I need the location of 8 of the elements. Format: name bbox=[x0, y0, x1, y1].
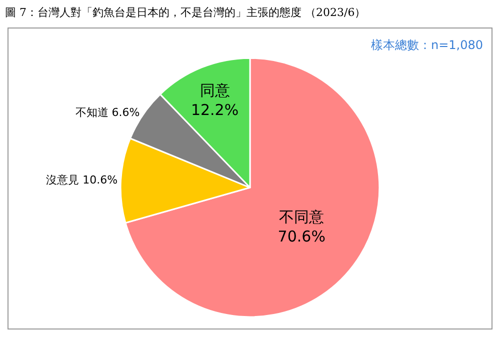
text: 樣本總數：n=1,080 bbox=[371, 38, 484, 52]
chart-title: 圖 7：台灣人對「釣魚台是日本的，不是台灣的」主張的態度 （2023/6） bbox=[5, 6, 366, 20]
data-label: 70.6% bbox=[278, 227, 326, 246]
slice-label: 不同意 bbox=[279, 208, 324, 226]
data-label: 12.2% bbox=[190, 100, 239, 119]
slice-label: 沒意見 10.6% bbox=[46, 174, 118, 187]
slice-label: 同意 bbox=[200, 81, 230, 100]
slice-label: 不知道 6.6% bbox=[75, 106, 140, 120]
